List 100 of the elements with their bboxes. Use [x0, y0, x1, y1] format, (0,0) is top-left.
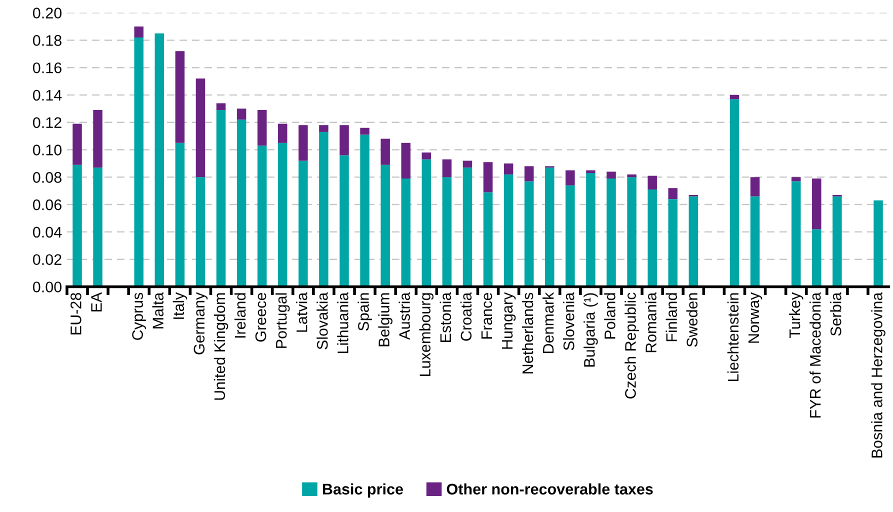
bar [791, 177, 801, 182]
bar [442, 177, 452, 287]
bar [340, 155, 349, 287]
bar [175, 142, 185, 287]
bar [134, 26, 144, 38]
bar [874, 200, 883, 287]
x-tick-label: EA [91, 292, 102, 312]
bar [648, 176, 657, 190]
bar [196, 177, 206, 287]
x-tick-label: Liechtenstein [727, 293, 739, 382]
legend-label: Basic price [322, 483, 403, 498]
bar [730, 94, 740, 100]
bar [606, 178, 616, 287]
bar [606, 172, 616, 179]
bar [360, 128, 370, 135]
bar [462, 160, 472, 168]
bar [340, 125, 349, 156]
bar [462, 168, 472, 287]
bar [93, 168, 102, 287]
y-tick-label: 0.10 [32, 144, 62, 156]
x-tick-label: Bosnia and Herzegovina [871, 292, 886, 458]
x-tick-label: Latvia [296, 292, 308, 332]
x-tick-label: Belgium [378, 293, 392, 346]
bar [483, 162, 493, 192]
x-tick-label: EU-28 [70, 292, 82, 334]
bar [319, 132, 328, 287]
x-tick-label: Cyprus [132, 292, 146, 340]
bar [648, 189, 657, 287]
bar [750, 196, 760, 287]
bar [688, 196, 698, 287]
bar [586, 173, 596, 287]
x-tick-label: Sweden [686, 293, 698, 347]
x-tick-label: Czech Republic [624, 292, 639, 398]
bar [422, 159, 432, 287]
bar [812, 178, 822, 230]
bar [278, 142, 288, 287]
y-tick-label: 0.16 [32, 62, 62, 74]
y-tick-label: 0.12 [32, 117, 62, 128]
x-tick-label: Austria [398, 292, 410, 340]
x-tick-label: Greece [255, 292, 266, 342]
bar [545, 168, 554, 287]
x-tick-label: Portugal [276, 293, 290, 348]
x-tick-label: Hungary [502, 292, 516, 349]
x-tick-label: Slovenia [563, 292, 574, 350]
y-tick-label: 0.00 [32, 282, 62, 292]
x-tick-label: Bulgaria (¹) [584, 293, 598, 367]
bar [750, 177, 760, 196]
bar [134, 37, 144, 287]
bar [154, 33, 164, 287]
x-tick-label: Serbia [830, 292, 842, 336]
bar [298, 125, 308, 161]
bar [196, 78, 206, 178]
x-tick-label: Croatia [460, 292, 472, 341]
x-tick-label: Luxembourg [419, 293, 434, 376]
bar [72, 164, 82, 287]
bar [627, 174, 636, 178]
x-tick-label: France [481, 292, 492, 339]
bar [566, 170, 575, 186]
bar [483, 192, 493, 287]
x-tick-label: Italy [172, 292, 188, 319]
bar [360, 134, 370, 287]
bar [380, 164, 390, 287]
bar [257, 146, 267, 287]
y-tick-label: 0.18 [32, 35, 62, 46]
x-tick-label: Denmark [542, 292, 554, 353]
bar [524, 181, 534, 287]
bar [504, 163, 514, 174]
bar [93, 110, 102, 168]
x-tick-label: FYR of Macedonia [810, 292, 821, 418]
bar [380, 138, 390, 165]
bar [401, 142, 410, 179]
bar [524, 166, 534, 182]
x-tick-label: Poland [604, 293, 616, 339]
y-tick-label: 0.08 [32, 172, 62, 183]
x-tick-label: Slovakia [316, 292, 328, 350]
bar [319, 125, 328, 132]
x-tick-label: Malta [152, 292, 164, 328]
x-tick-label: Estonia [440, 292, 452, 342]
bar [627, 177, 636, 287]
bar [298, 160, 308, 287]
x-tick-label: Ireland [234, 293, 246, 338]
x-tick-label: Spain [358, 293, 372, 331]
y-tick-label: 0.14 [32, 90, 62, 101]
bar [832, 196, 842, 287]
bar [586, 170, 596, 174]
x-tick-label: Turkey [788, 292, 804, 338]
bar [401, 178, 410, 287]
bar [668, 188, 678, 200]
bar [216, 110, 226, 287]
y-tick-label: 0.06 [32, 199, 62, 210]
bar [236, 120, 246, 287]
bar [730, 99, 740, 287]
x-tick-label: Finland [666, 293, 677, 342]
x-tick-label: Netherlands [522, 292, 534, 374]
bar [236, 108, 246, 120]
bar [442, 159, 452, 178]
bar [791, 181, 801, 287]
y-tick-label: 0.20 [32, 8, 62, 18]
bar [278, 124, 288, 143]
bar [668, 199, 678, 287]
